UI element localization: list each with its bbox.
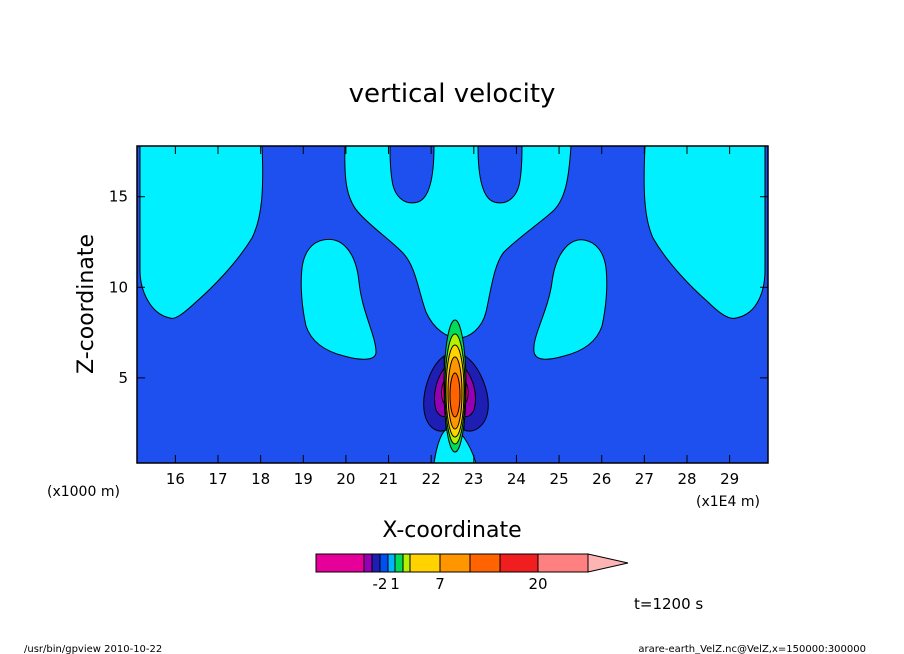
colorbar-segment: [379, 553, 389, 573]
colorbar-segment: [537, 553, 589, 573]
x-tick-label: 17: [208, 470, 227, 488]
plot-frame: [136, 145, 769, 464]
chart-title: vertical velocity: [349, 79, 556, 109]
colorbar-segment: [371, 553, 381, 573]
contour-right-lobe: [643, 145, 766, 319]
colorbar-segment: [499, 553, 539, 573]
contour-right-cell: [533, 239, 608, 360]
x-tick-label: 23: [464, 470, 483, 488]
x-tick-label: 25: [550, 470, 569, 488]
colorbar-tick-label: 1: [390, 575, 400, 593]
x-tick-label: 22: [422, 470, 441, 488]
footer-left: /usr/bin/gpview 2010-10-22: [24, 644, 162, 654]
colorbar-tick-label: 7: [435, 575, 445, 593]
x-tick-label: 18: [251, 470, 270, 488]
x-tick-label: 27: [635, 470, 654, 488]
colorbar-segment: [394, 553, 404, 573]
contour-notch-right: [477, 145, 523, 204]
x-ticks: 16 17 18 19 20 21 22 23 24 25 26 27 28 29: [166, 146, 739, 488]
contour-notch-left: [389, 145, 435, 204]
x-tick-label: 26: [592, 470, 611, 488]
x-tick-label: 28: [677, 470, 696, 488]
x-tick-label: 21: [379, 470, 398, 488]
x-tick-label: 19: [294, 470, 313, 488]
time-annotation: t=1200 s: [634, 595, 703, 613]
colorbar-segment: [387, 553, 396, 573]
colorbar-segment: [409, 553, 441, 573]
x-tick-label: 29: [720, 470, 739, 488]
colorbar-segments: [315, 553, 629, 573]
y-ticks: 5 10 15: [109, 188, 768, 387]
colorbar-tick-label: -2: [373, 575, 388, 593]
colorbar-segment: [315, 553, 365, 573]
plot-area: 16 17 18 19 20 21 22 23 24 25 26 27 28 29 5 10 15: [109, 145, 769, 488]
y-unit-label: (x1000 m): [47, 484, 120, 500]
y-tick-label: 10: [109, 278, 128, 296]
colorbar-segment: [402, 553, 411, 573]
colorbar-segment: [363, 553, 373, 573]
colorbar-segment: [439, 553, 471, 573]
contour-left-lobe: [139, 145, 264, 319]
x-tick-label: 24: [507, 470, 526, 488]
y-tick-label: 15: [109, 188, 128, 206]
colorbar-tick-label: 20: [528, 575, 547, 593]
colorbar-extend-arrow: [587, 553, 629, 573]
footer-right: arare-earth_VelZ.nc@VelZ,x=150000:300000: [638, 644, 866, 654]
contour-pos-level-5: [449, 372, 461, 418]
x-tick-label: 20: [336, 470, 355, 488]
dark-holes: [389, 145, 523, 204]
colorbar-labels: -2 1 7 20: [373, 575, 548, 593]
colorbar-segment: [469, 553, 501, 573]
colorbar: -2 1 7 20: [315, 553, 629, 593]
y-tick-label: 5: [118, 369, 128, 387]
y-axis-label: Z-coordinate: [74, 234, 99, 374]
x-unit-label: (x1E4 m): [696, 494, 760, 510]
x-tick-label: 16: [166, 470, 185, 488]
contour-left-cell: [300, 238, 377, 360]
x-axis-label: X-coordinate: [382, 518, 521, 543]
central-cell: [423, 319, 489, 453]
